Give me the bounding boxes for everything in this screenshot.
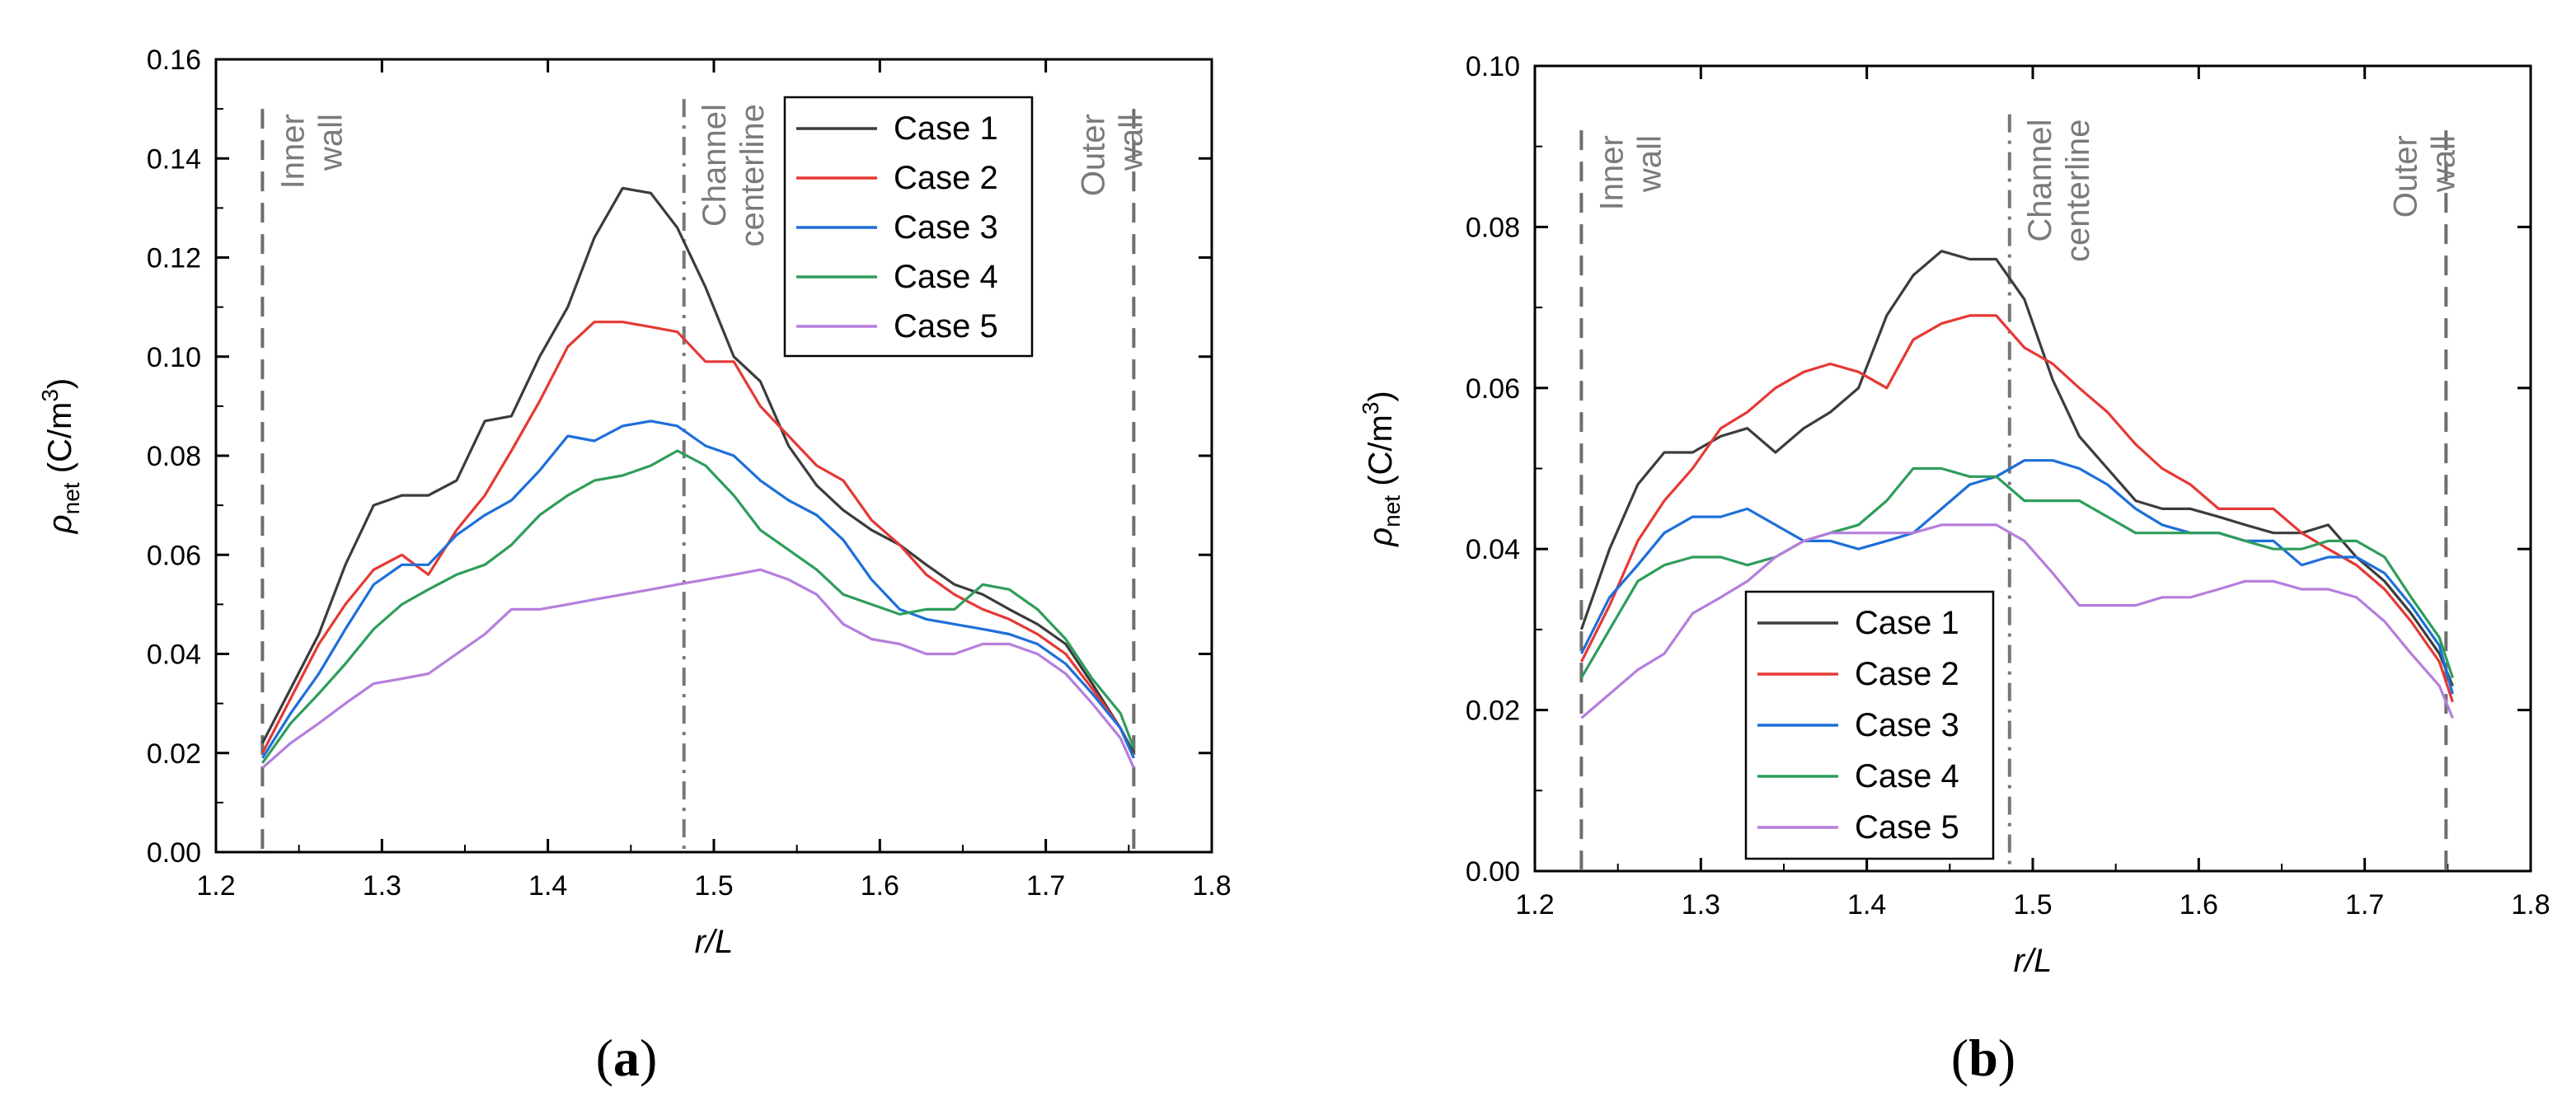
reference-line-label: Outer [1075,114,1111,196]
panel-label-letter: b [1968,1028,1998,1087]
reference-line-label: Channel [697,104,733,227]
y-axis-label-symbol: ρ [1363,527,1399,547]
panel-label-close: ) [1998,1028,2015,1087]
y-tick-label: 0.10 [147,342,201,373]
y-tick-label: 0.04 [1466,534,1520,565]
legend-label: Case 4 [1855,758,1959,794]
y-tick-label: 0.14 [147,143,201,175]
reference-line-label: wall [1631,135,1668,193]
x-tick-label: 1.3 [363,870,401,902]
x-tick-label: 1.7 [2345,889,2384,921]
legend-label: Case 4 [894,259,998,295]
y-tick-label: 0.16 [147,45,201,76]
legend-label: Case 1 [1855,605,1959,641]
x-tick-label: 1.5 [2013,889,2052,921]
chart-panel-b: 1.2 1.3 1.4 1.5 1.6 1.7 1.8 0.00 0.02 0.04 0.06 0.0… [1358,51,2550,1087]
reference-line-label: wall [2425,135,2461,193]
y-axis-label: ρnet (C/m3) [37,378,84,535]
legend-label: Case 2 [1855,656,1959,692]
legend-label: Case 5 [1855,809,1959,846]
legend-label: Case 3 [894,209,998,246]
x-axis-label: r/L [695,924,734,960]
panel-label: (a) [596,1028,658,1087]
y-axis-label-superscript: 3 [1358,402,1383,415]
y-axis-label-subscript: net [1379,495,1405,527]
y-axis-label-symbol: ρ [42,514,78,534]
x-tick-label: 1.4 [528,870,567,902]
y-tick-label: 0.08 [147,441,201,472]
series-line-case-1 [1579,250,2454,686]
y-tick-label: 0.00 [1466,856,1520,888]
series-line-case-5 [1580,523,2454,719]
x-tick-label: 1.6 [861,870,899,902]
reference-line-label: Inner [274,114,311,189]
x-tick-label: 1.5 [694,870,733,902]
series-line-case-3 [1579,459,2454,695]
legend-label: Case 1 [894,110,998,147]
reference-line-label: centerline [2060,119,2096,262]
chart-panel-a: 1.2 1.3 1.4 1.5 1.6 1.7 1.8 0.00 0.02 0.04 0.06 0.0… [37,45,1232,1087]
y-tick-label: 0.12 [147,243,201,274]
legend-label: Case 3 [1855,707,1959,743]
reference-line-label: centerline [734,104,771,246]
y-tick-label: 0.10 [1466,51,1520,82]
legend-label: Case 2 [894,160,998,196]
panel-label-open: ( [596,1028,613,1087]
panel-label: (b) [1951,1028,2015,1087]
series-line-case-1 [260,186,1135,754]
y-tick-label: 0.04 [147,639,201,671]
x-axis-label: r/L [2014,943,2053,979]
y-tick-label: 0.00 [147,837,201,869]
panel-label-letter: a [613,1028,640,1087]
y-tick-label: 0.02 [147,738,201,770]
y-axis-label-close: ) [42,378,78,389]
y-tick-label: 0.06 [1466,373,1520,405]
y-axis-label-unit: (C/m [42,402,78,483]
reference-line-label: Outer [2387,135,2424,218]
panel-label-open: ( [1951,1028,1968,1087]
x-tick-label: 1.7 [1026,870,1065,902]
y-axis-label-subscript: net [59,482,84,514]
series-line-case-4 [1580,466,2454,679]
x-tick-label: 1.8 [1192,870,1231,902]
legend-label: Case 5 [894,308,998,344]
series-line-case-3 [261,419,1135,759]
series-line-case-5 [261,568,1135,770]
reference-line-label: Inner [1593,135,1630,210]
x-tick-label: 1.2 [1515,889,1554,921]
reference-line-label: wall [1113,114,1149,171]
y-tick-label: 0.02 [1466,696,1520,727]
panel-label-close: ) [640,1028,657,1087]
y-axis-label: ρnet (C/m3) [1358,391,1405,547]
y-tick-label: 0.08 [1466,212,1520,243]
y-tick-label: 0.06 [147,540,201,571]
x-tick-label: 1.8 [2511,889,2550,921]
reference-line-label: Channel [2022,119,2058,242]
x-tick-label: 1.2 [196,870,235,902]
y-axis-label-unit: (C/m [1363,415,1399,495]
x-tick-label: 1.6 [2180,889,2218,921]
x-tick-label: 1.4 [1847,889,1886,921]
y-axis-label-superscript: 3 [37,389,63,402]
x-tick-label: 1.3 [1682,889,1720,921]
reference-line-label: wall [312,114,349,171]
y-axis-label-close: ) [1363,391,1399,401]
series-line-case-2 [260,321,1135,759]
series-line-case-4 [261,449,1135,764]
